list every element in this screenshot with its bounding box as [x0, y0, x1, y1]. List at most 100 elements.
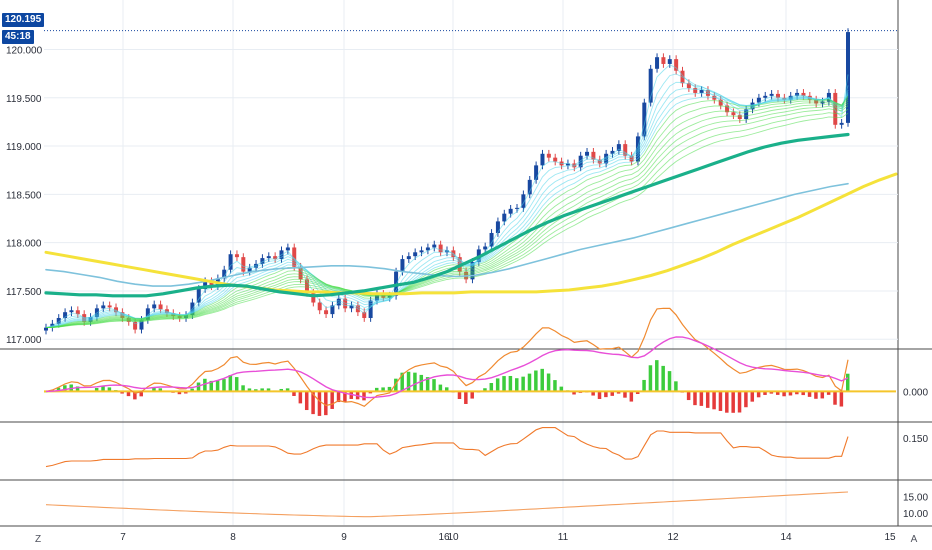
candle-body	[56, 317, 61, 324]
oscillator-bar	[362, 391, 366, 401]
ema-blue-line	[45, 182, 849, 287]
oscillator-bar	[820, 391, 825, 399]
y-tick-label: 117.000	[6, 335, 42, 346]
oscillator-bar	[56, 387, 61, 392]
candle-body	[139, 319, 144, 330]
candles	[44, 28, 850, 335]
candle-body	[432, 244, 437, 248]
oscillator-bar	[381, 387, 385, 392]
oscillator-bar	[184, 391, 188, 394]
candle-body	[311, 292, 316, 303]
candle-body	[419, 250, 424, 253]
oscillator-bar	[336, 391, 341, 403]
oscillator-bar	[795, 391, 799, 395]
x-tick-label: 14	[780, 532, 792, 543]
oscillator-bar	[769, 391, 774, 394]
candle-body	[674, 59, 679, 71]
oscillator-bar	[260, 388, 264, 392]
candle-body	[648, 68, 653, 103]
oscillator-bar	[801, 391, 805, 396]
oscillator-bar	[839, 391, 844, 407]
oscillator-bar	[623, 391, 627, 398]
candle-body	[553, 157, 558, 162]
oscillator-bar	[661, 365, 665, 392]
candle-body	[260, 258, 265, 264]
candle-body	[521, 194, 526, 208]
candle-body	[591, 151, 596, 160]
oscillator-bar	[139, 391, 143, 397]
oscillator-bar	[190, 388, 194, 392]
oscillator-bar	[203, 378, 207, 392]
oscillator-bar	[133, 391, 137, 400]
candle-body	[693, 88, 698, 93]
candle-body	[400, 259, 405, 272]
candle-body	[69, 310, 74, 313]
candle-body	[667, 59, 672, 64]
candle-body	[196, 289, 201, 303]
oscillator-bar	[324, 391, 328, 416]
candle-body	[502, 213, 507, 222]
candle-body	[489, 232, 494, 247]
oscillator-bar	[629, 391, 634, 402]
oscillator-bar	[457, 391, 462, 400]
candle-body	[775, 93, 780, 98]
candle-body	[744, 109, 749, 120]
oscillator-bar	[686, 391, 691, 401]
candle-body	[642, 102, 647, 137]
auto-scale-right-button[interactable]: A	[910, 534, 918, 545]
oscillator-bar	[330, 391, 334, 409]
oscillator-bar	[209, 380, 213, 392]
oscillator-bar	[254, 389, 258, 392]
candle-body	[801, 92, 806, 96]
candle-body	[107, 305, 112, 308]
candle-body	[527, 179, 532, 195]
y-tick-label: 117.500	[6, 287, 42, 298]
ribbon-line	[45, 112, 849, 329]
candle-body	[241, 257, 246, 272]
candle-body	[368, 300, 373, 318]
candle-body	[273, 256, 278, 260]
oscillator-bar	[616, 391, 621, 394]
candle-body	[769, 93, 774, 96]
oscillator-bar	[470, 391, 474, 399]
candle-body	[209, 281, 214, 287]
oscillator-bar	[540, 368, 544, 392]
oscillator-bar	[158, 388, 163, 392]
oscillator-bar	[266, 388, 271, 392]
candle-body	[508, 208, 513, 214]
candle-body	[374, 293, 379, 301]
oscillator-bar	[349, 391, 354, 399]
candle-body	[470, 261, 475, 280]
candle-body	[234, 254, 239, 258]
oscillator-bar	[775, 391, 780, 395]
auto-scale-left-button[interactable]: Z	[34, 534, 42, 545]
last-price-tag: 120.195	[2, 13, 45, 27]
oscillator-bar	[107, 387, 112, 392]
candle-body	[304, 279, 309, 293]
oscillator-bar	[744, 391, 748, 408]
oscillator-bar	[177, 391, 182, 395]
candle-body	[222, 269, 227, 279]
oscillator-bar	[152, 387, 156, 392]
oscillator-bar	[94, 388, 99, 392]
candle-body	[839, 122, 844, 125]
oscillator-bar	[515, 378, 519, 392]
oscillator-bar	[406, 371, 411, 392]
oscillator-bar	[445, 387, 449, 392]
candle-body	[75, 310, 80, 315]
oscillator-bar	[604, 391, 608, 398]
candle-body	[336, 298, 341, 306]
candle-body	[152, 304, 157, 309]
candle-body	[483, 246, 488, 250]
x-tick-label: 16	[438, 532, 450, 543]
oscillator-bar	[425, 377, 430, 392]
x-tick-label: 8	[230, 532, 236, 543]
oscillator-bar	[737, 391, 742, 413]
oscillator-bar	[196, 382, 201, 392]
oscillator-bar	[667, 371, 672, 392]
ribbon-line	[45, 102, 849, 329]
oscillator-bar	[846, 373, 850, 392]
oscillator-bar	[508, 375, 513, 392]
oscillator-bar	[833, 391, 837, 405]
